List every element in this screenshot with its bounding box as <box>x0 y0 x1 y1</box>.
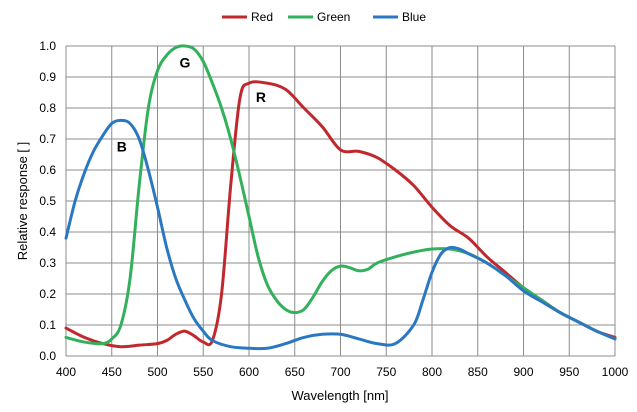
legend: Red Green Blue <box>222 10 426 24</box>
y-tick-label: 0.3 <box>39 256 56 270</box>
curve-label-b: B <box>117 138 127 154</box>
x-axis-ticks: 400 450 500 550 600 650 700 750 800 850 900 950 1000 <box>56 365 629 379</box>
x-tick-label: 650 <box>285 365 305 379</box>
x-tick-label: 500 <box>147 365 167 379</box>
y-tick-label: 0.9 <box>39 70 56 84</box>
series-line-red <box>64 80 617 349</box>
series-lines <box>64 44 617 351</box>
legend-label-green: Green <box>317 10 350 24</box>
y-tick-label: 1.0 <box>39 39 56 53</box>
x-tick-label: 450 <box>102 365 122 379</box>
y-tick-label: 0.8 <box>39 101 56 115</box>
y-axis-title: Relative response [ ] <box>15 142 30 261</box>
x-tick-label: 850 <box>468 365 488 379</box>
legend-label-red: Red <box>251 10 273 24</box>
y-tick-label: 0.4 <box>39 225 56 239</box>
x-tick-label: 950 <box>559 365 579 379</box>
x-tick-label: 550 <box>193 365 213 379</box>
y-tick-label: 0.1 <box>39 318 56 332</box>
x-tick-label: 1000 <box>602 365 629 379</box>
x-tick-label: 700 <box>330 365 350 379</box>
curve-label-r: R <box>256 89 266 105</box>
x-axis-title: Wavelength [nm] <box>291 388 388 403</box>
x-tick-label: 750 <box>376 365 396 379</box>
y-tick-label: 0.5 <box>39 194 56 208</box>
x-tick-label: 400 <box>56 365 76 379</box>
y-tick-label: 0.0 <box>39 349 56 363</box>
y-tick-label: 0.2 <box>39 287 56 301</box>
grid <box>65 45 616 357</box>
curve-label-g: G <box>180 55 191 71</box>
x-tick-label: 900 <box>513 365 533 379</box>
y-axis-ticks: 0.0 0.1 0.2 0.3 0.4 0.5 0.6 0.7 0.8 0.9 1.0 <box>39 39 56 363</box>
x-tick-label: 600 <box>239 365 259 379</box>
legend-label-blue: Blue <box>402 10 426 24</box>
y-tick-label: 0.7 <box>39 132 56 146</box>
series-line-blue <box>64 118 617 351</box>
curve-annotations: G R B <box>117 55 266 155</box>
y-tick-label: 0.6 <box>39 163 56 177</box>
x-tick-label: 800 <box>422 365 442 379</box>
